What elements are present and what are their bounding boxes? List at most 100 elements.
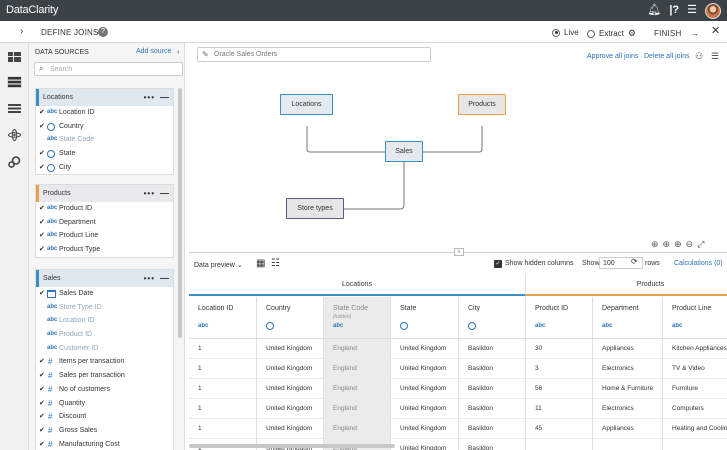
check-icon[interactable]: ✔ bbox=[39, 385, 45, 393]
check-icon[interactable]: ✔ bbox=[39, 122, 45, 130]
check-icon[interactable]: ✔ bbox=[39, 399, 45, 407]
field-row[interactable]: ✔ abc Product Line bbox=[36, 229, 173, 243]
add-source-link[interactable]: Add source bbox=[136, 48, 172, 55]
column-header[interactable]: Product ID abc bbox=[526, 297, 592, 339]
node-products[interactable]: Products bbox=[458, 94, 506, 115]
check-icon[interactable]: ✔ bbox=[39, 218, 45, 226]
zoom-in-icon[interactable]: ⊕ bbox=[662, 239, 671, 249]
collapse-chevron-icon[interactable]: ‹ bbox=[177, 47, 180, 56]
zoom-in-alt-icon[interactable]: ⊕ bbox=[674, 239, 682, 249]
close-icon[interactable]: ✕ bbox=[711, 25, 721, 37]
column-header[interactable]: Product Line abc bbox=[663, 297, 727, 339]
dashboard-icon[interactable] bbox=[7, 51, 22, 63]
check-icon[interactable]: ✔ bbox=[39, 413, 45, 421]
show-hidden-checkbox[interactable]: ✓ bbox=[494, 260, 502, 268]
finish-button[interactable]: FINISH → bbox=[654, 28, 699, 38]
field-row[interactable]: ✔ State bbox=[36, 147, 173, 161]
live-radio[interactable]: Live bbox=[552, 28, 579, 37]
gears-icon[interactable] bbox=[7, 156, 22, 168]
data-preview-dropdown[interactable]: Data preview ⌄ bbox=[194, 261, 243, 269]
table-icon[interactable] bbox=[7, 103, 22, 115]
check-icon[interactable]: ✔ bbox=[39, 440, 45, 448]
field-row[interactable]: ✔ # No of customers bbox=[36, 383, 173, 397]
field-row[interactable]: ✔ # Items per transaction bbox=[36, 355, 173, 369]
text-type-icon: abc bbox=[47, 344, 58, 351]
column-header[interactable]: State bbox=[391, 297, 458, 339]
more-icon[interactable]: ••• bbox=[143, 93, 155, 102]
back-chevron-icon[interactable]: › bbox=[20, 26, 24, 37]
field-row[interactable]: ✔ Sales Date bbox=[36, 287, 173, 301]
field-row[interactable]: ✔ abc Product Type bbox=[36, 243, 173, 257]
extract-radio[interactable]: Extract ⚙ bbox=[587, 28, 636, 39]
check-icon[interactable]: ✔ bbox=[39, 426, 45, 434]
check-icon[interactable]: ✔ bbox=[39, 109, 45, 116]
bell-icon[interactable]: 🔔︎ bbox=[647, 4, 662, 16]
check-icon[interactable]: ✔ bbox=[39, 205, 45, 212]
text-type-icon: abc bbox=[47, 218, 58, 225]
minimize-icon[interactable]: — bbox=[160, 273, 169, 283]
check-icon[interactable]: ✔ bbox=[39, 372, 45, 380]
check-icon[interactable]: ✔ bbox=[39, 163, 45, 171]
approve-all-joins-link[interactable]: Approve all joins bbox=[587, 53, 639, 60]
field-row[interactable]: abc Location ID bbox=[36, 314, 173, 328]
minimize-icon[interactable]: — bbox=[160, 92, 169, 102]
source-card-header[interactable]: Locations ••• — bbox=[36, 89, 173, 106]
help-circle-icon[interactable]: ? bbox=[98, 27, 108, 37]
splitter-grip-icon[interactable]: ≡ bbox=[454, 248, 464, 256]
fit-icon[interactable]: ⊕ bbox=[651, 239, 659, 249]
field-row[interactable]: ✔ # Gross Sales bbox=[36, 424, 173, 438]
field-row[interactable]: ✔ # Quantity bbox=[36, 397, 173, 411]
field-row[interactable]: abc Customer ID bbox=[36, 342, 173, 356]
node-locations[interactable]: Locations bbox=[280, 94, 333, 115]
table-cell: 1 bbox=[189, 399, 256, 419]
list-view-icon[interactable]: ☰ bbox=[711, 51, 720, 61]
atom-icon[interactable] bbox=[7, 129, 22, 141]
node-sales[interactable]: Sales bbox=[385, 141, 423, 162]
avatar[interactable] bbox=[705, 2, 721, 19]
source-card-header[interactable]: Sales ••• — bbox=[36, 270, 173, 287]
field-row[interactable]: ✔ City bbox=[36, 161, 173, 175]
zoom-out-icon[interactable]: ⊖ bbox=[685, 239, 694, 249]
more-icon[interactable]: ••• bbox=[143, 189, 155, 198]
field-row[interactable]: ✔ abc Product ID bbox=[36, 202, 173, 216]
list-view-icon[interactable]: ☷ bbox=[271, 258, 280, 269]
field-row[interactable]: ✔ # Discount bbox=[36, 410, 173, 424]
gear-icon[interactable]: ⚙ bbox=[627, 28, 636, 38]
field-row[interactable]: ✔ abc Location ID bbox=[36, 106, 173, 120]
calculations-link[interactable]: Calculations (0) bbox=[674, 260, 723, 267]
check-icon[interactable]: ✔ bbox=[39, 232, 45, 240]
field-row[interactable]: ✔ # Sales per transaction bbox=[36, 369, 173, 383]
menu-icon[interactable]: ☰ bbox=[687, 4, 697, 16]
grid-scrollbar[interactable] bbox=[189, 444, 395, 448]
help-icon[interactable]: |? bbox=[669, 4, 680, 16]
data-sources-icon[interactable] bbox=[7, 76, 22, 88]
source-card-header[interactable]: Products ••• — bbox=[36, 185, 173, 202]
column-header[interactable]: City bbox=[459, 297, 525, 339]
refresh-icon[interactable]: ⟳ bbox=[631, 257, 638, 266]
check-icon[interactable]: ✔ bbox=[39, 150, 45, 158]
field-row[interactable]: abc Store Type ID bbox=[36, 301, 173, 315]
source-name-input[interactable]: ✎ Oracle Sales Orders bbox=[197, 47, 431, 62]
field-row[interactable]: abc State Code bbox=[36, 133, 173, 147]
check-icon[interactable]: ✔ bbox=[39, 290, 45, 297]
check-icon[interactable]: ✔ bbox=[39, 246, 45, 254]
field-row[interactable]: ✔ abc Department bbox=[36, 216, 173, 230]
sidebar-scrollbar[interactable] bbox=[178, 88, 182, 338]
expand-icon[interactable]: ⤢ bbox=[697, 239, 705, 249]
delete-all-joins-link[interactable]: Delete all joins bbox=[644, 53, 690, 60]
grid-view-icon[interactable]: ▦ bbox=[256, 258, 266, 269]
column-header[interactable]: Location ID abc bbox=[189, 297, 256, 339]
column-header[interactable]: Country bbox=[257, 297, 323, 339]
minimize-icon[interactable]: — bbox=[160, 188, 169, 198]
column-header[interactable]: Department abc bbox=[593, 297, 662, 339]
field-row[interactable]: ✔ Country bbox=[36, 120, 173, 134]
field-row[interactable]: abc Product ID bbox=[36, 328, 173, 342]
search-input[interactable]: ⌕ Search bbox=[34, 62, 183, 76]
field-row[interactable]: ✔ # Manufacturing Cost bbox=[36, 438, 173, 450]
diagram-view-icon[interactable]: ⚇ bbox=[695, 51, 704, 61]
node-store-types[interactable]: Store types bbox=[286, 198, 344, 219]
check-icon[interactable]: ✔ bbox=[39, 358, 45, 366]
column-header[interactable]: State Code (hidden) abc bbox=[324, 297, 390, 339]
more-icon[interactable]: ••• bbox=[143, 274, 155, 283]
rows-input[interactable]: 100 bbox=[599, 257, 643, 269]
